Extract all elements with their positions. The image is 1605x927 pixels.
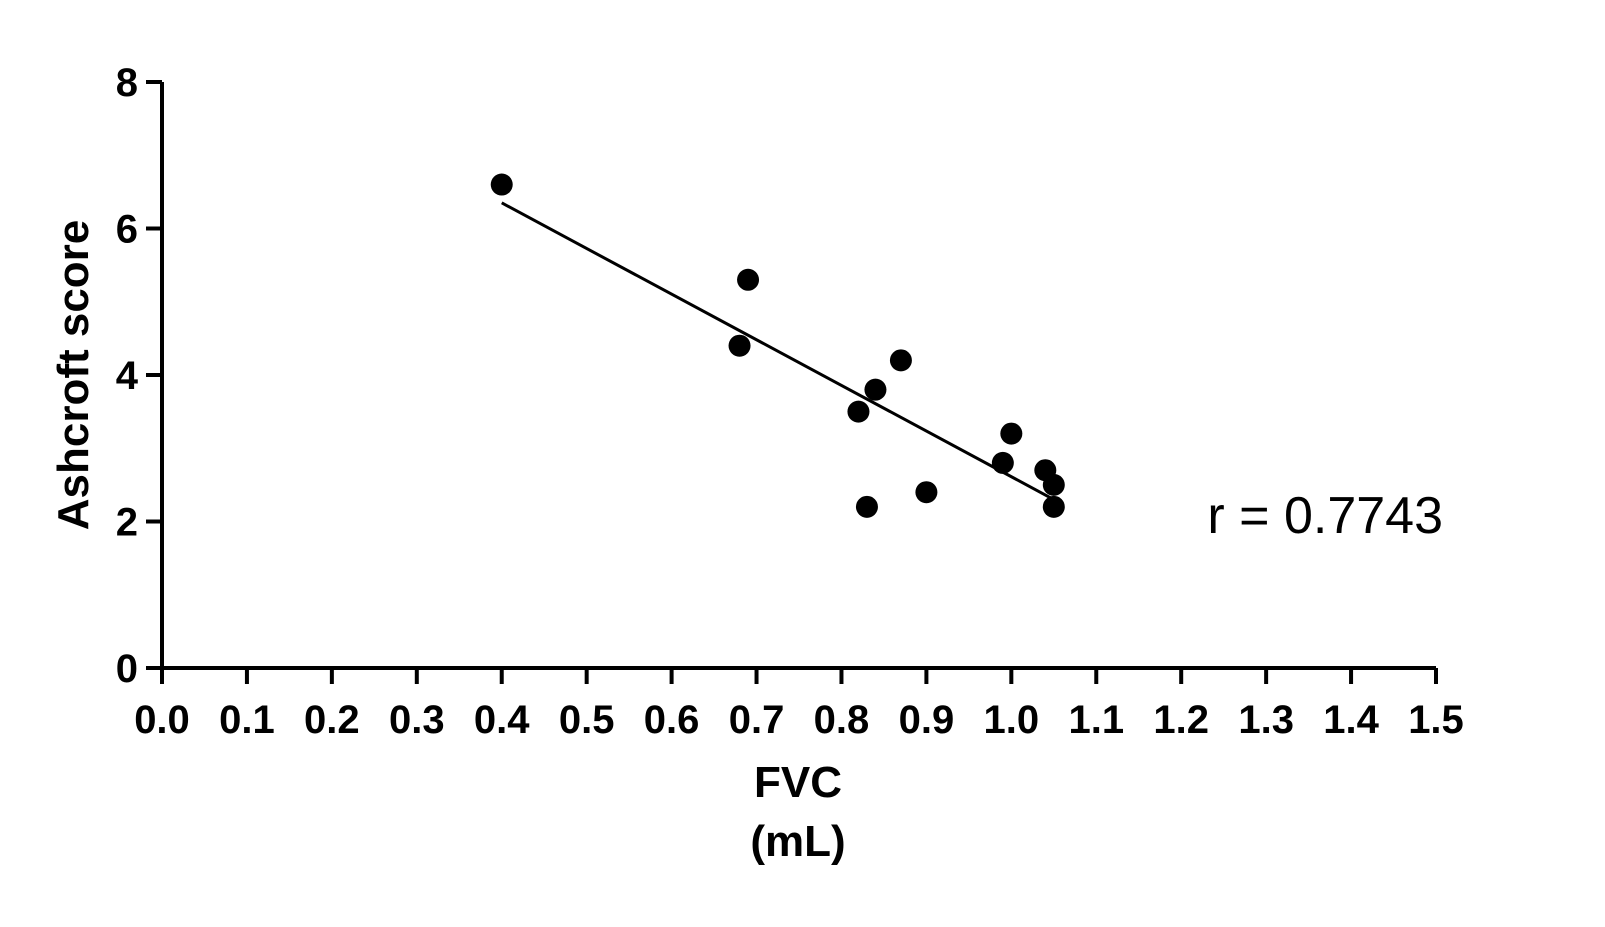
axes xyxy=(160,82,1436,670)
regression-line xyxy=(501,201,1055,501)
x-tick-label: 0.0 xyxy=(134,698,190,742)
y-ticks: 0 2 4 6 8 xyxy=(116,61,162,691)
x-ticks: 0.0 0.1 0.2 0.3 0.4 0.5 0.6 0.7 0.8 0.9 1.0 1.1 1.2 1… xyxy=(134,668,1464,742)
x-tick-label: 1.3 xyxy=(1238,698,1294,742)
x-axis-unit: (mL) xyxy=(750,817,845,866)
x-tick-label: 1.1 xyxy=(1068,698,1124,742)
x-tick-label: 0.2 xyxy=(304,698,360,742)
regression-line-group xyxy=(501,201,1055,501)
data-point xyxy=(889,349,912,372)
data-point xyxy=(737,268,760,291)
x-tick-label: 1.2 xyxy=(1153,698,1209,742)
data-point xyxy=(1042,495,1065,518)
x-tick-label: 1.0 xyxy=(984,698,1040,742)
x-tick-label: 0.4 xyxy=(474,698,530,742)
data-point xyxy=(847,400,870,423)
x-tick-label: 0.8 xyxy=(814,698,870,742)
x-tick-label: 0.5 xyxy=(559,698,615,742)
data-point xyxy=(1000,422,1023,445)
x-tick-label: 0.9 xyxy=(899,698,955,742)
x-tick-label: 0.1 xyxy=(219,698,275,742)
data-point xyxy=(855,495,878,518)
data-point xyxy=(915,481,938,504)
data-point xyxy=(991,451,1014,474)
x-axis-title: FVC xyxy=(754,758,842,807)
x-tick-label: 0.7 xyxy=(729,698,785,742)
x-tick-label: 0.6 xyxy=(644,698,700,742)
data-point xyxy=(728,334,751,357)
y-axis-title: Ashcroft score xyxy=(49,220,98,531)
y-tick-label: 6 xyxy=(116,208,138,252)
x-tick-label: 1.5 xyxy=(1408,698,1464,742)
correlation-annotation: r = 0.7743 xyxy=(1207,487,1443,545)
y-tick-label: 8 xyxy=(116,61,138,105)
data-points xyxy=(490,173,1065,518)
data-point xyxy=(490,173,513,196)
x-tick-label: 1.4 xyxy=(1323,698,1379,742)
y-tick-label: 0 xyxy=(116,647,138,691)
x-tick-label: 0.3 xyxy=(389,698,445,742)
data-point xyxy=(864,378,887,401)
y-tick-label: 2 xyxy=(116,501,138,545)
data-point xyxy=(1042,473,1065,496)
y-tick-label: 4 xyxy=(116,354,139,398)
